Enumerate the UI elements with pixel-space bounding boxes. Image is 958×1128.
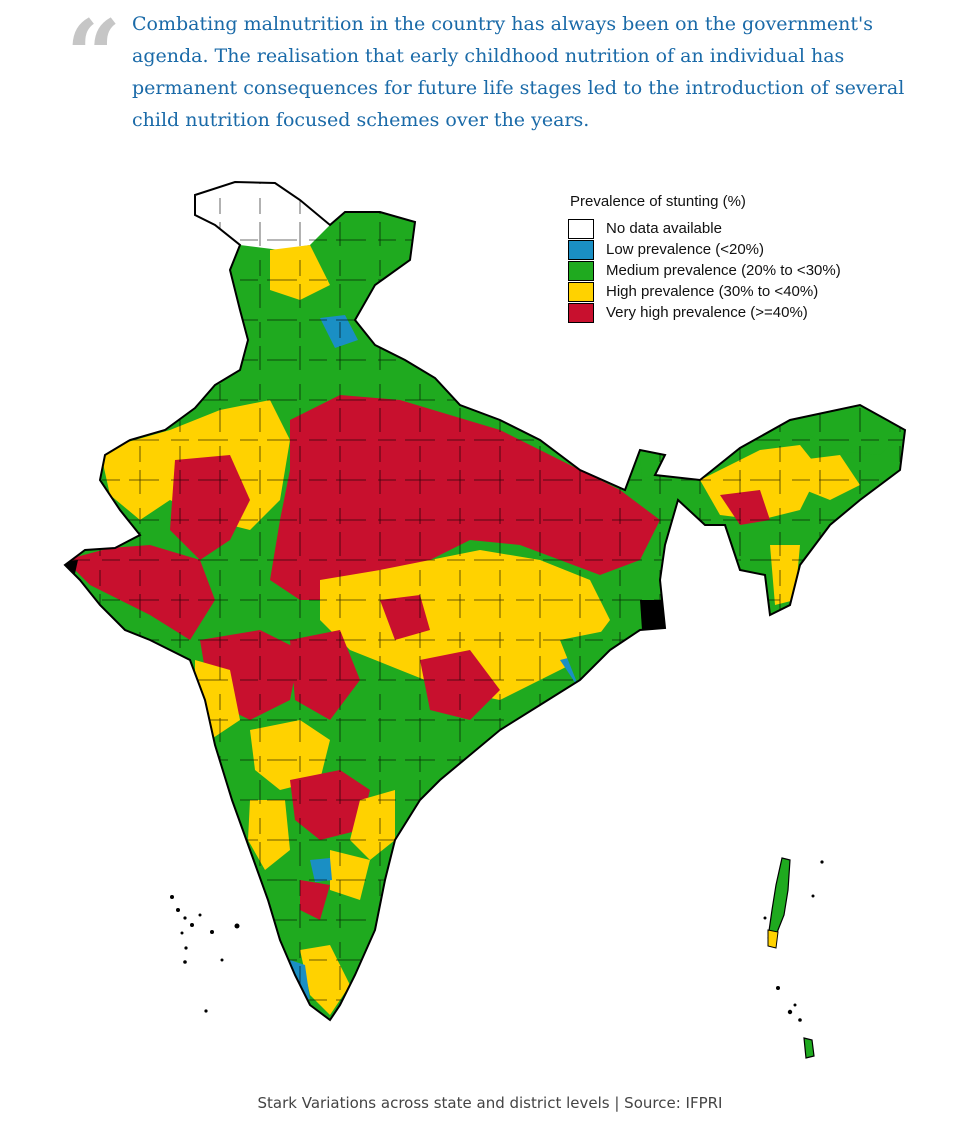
stunting-map	[40, 160, 930, 1080]
legend-swatch	[568, 302, 594, 323]
legend-swatch	[568, 218, 594, 239]
legend-item: Medium prevalence (20% to <30%)	[568, 260, 841, 281]
image-caption: Stark Variations across state and distri…	[257, 1094, 723, 1112]
lakshadweep-islands	[170, 895, 240, 1013]
legend-label: Low prevalence (<20%)	[606, 241, 765, 258]
quote-text: Combating malnutrition in the country ha…	[132, 13, 905, 131]
legend-item: Very high prevalence (>=40%)	[568, 302, 841, 323]
legend-item: No data available	[568, 218, 841, 239]
legend-swatch	[568, 239, 594, 260]
andaman-nicobar-islands	[763, 857, 824, 1059]
legend-label: Very high prevalence (>=40%)	[606, 304, 808, 321]
legend-swatch	[568, 260, 594, 281]
legend-item: High prevalence (30% to <40%)	[568, 281, 841, 302]
legend-swatch	[568, 281, 594, 302]
india-outline	[63, 180, 907, 1022]
legend-label: No data available	[606, 220, 722, 237]
map-legend: Prevalence of stunting (%) No data avail…	[568, 193, 841, 323]
legend-title: Prevalence of stunting (%)	[570, 193, 746, 210]
legend-label: Medium prevalence (20% to <30%)	[606, 262, 841, 279]
legend-item: Low prevalence (<20%)	[568, 239, 841, 260]
legend-label: High prevalence (30% to <40%)	[606, 283, 819, 300]
quote-mark-icon: “	[66, 0, 122, 112]
